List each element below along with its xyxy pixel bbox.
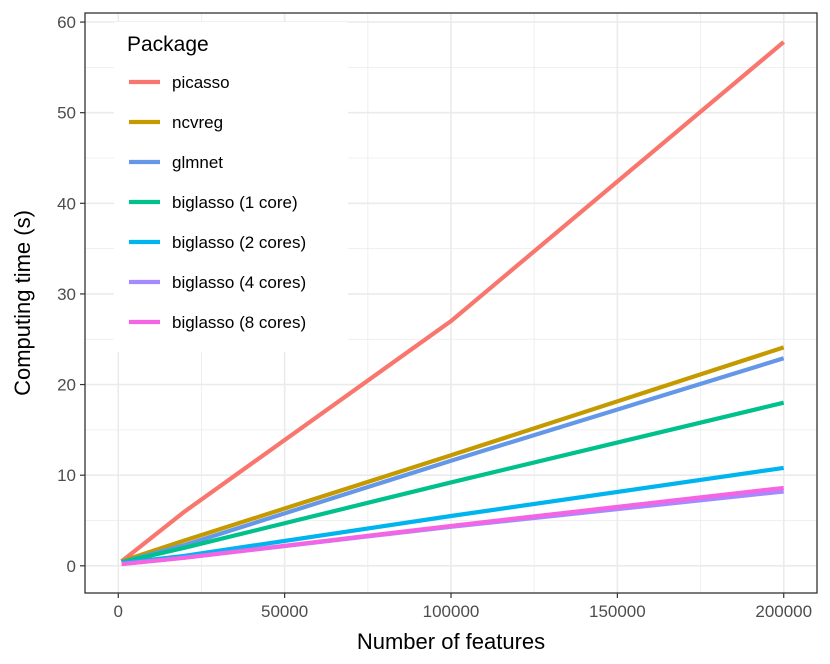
y-tick-label: 60 <box>57 13 76 32</box>
legend-label: biglasso (2 cores) <box>172 233 306 252</box>
legend-background <box>114 22 348 352</box>
legend-label: biglasso (8 cores) <box>172 313 306 332</box>
x-tick-label: 0 <box>114 602 123 621</box>
series-lines <box>120 40 786 567</box>
y-axis: 0 10 20 30 40 50 60 <box>57 13 85 576</box>
y-tick-label: 10 <box>57 466 76 485</box>
series-line <box>120 40 786 563</box>
x-axis-title: Number of features <box>357 629 545 654</box>
y-tick-label: 20 <box>57 376 76 395</box>
x-tick-label: 100000 <box>423 602 480 621</box>
x-tick-label: 150000 <box>589 602 646 621</box>
y-axis-title: Computing time (s) <box>10 210 35 396</box>
y-tick-label: 40 <box>57 194 76 213</box>
legend: Package picasso ncvreg glmnet biglasso (1 c… <box>114 22 348 352</box>
series-line <box>121 400 785 565</box>
legend-label: picasso <box>172 73 230 92</box>
x-tick-label: 200000 <box>755 602 812 621</box>
legend-label: glmnet <box>172 153 223 172</box>
legend-label: biglasso (4 cores) <box>172 273 306 292</box>
legend-title: Package <box>127 33 209 56</box>
x-axis: 0 50000 100000 150000 200000 <box>114 593 812 621</box>
y-tick-label: 50 <box>57 104 76 123</box>
series-line <box>120 345 785 564</box>
legend-label: biglasso (1 core) <box>172 193 298 212</box>
x-tick-label: 50000 <box>261 602 308 621</box>
legend-items: picasso ncvreg glmnet biglasso (1 core) bigl… <box>129 73 306 332</box>
series-line <box>121 485 784 567</box>
y-tick-label: 0 <box>67 557 76 576</box>
y-tick-label: 30 <box>57 285 76 304</box>
legend-label: ncvreg <box>172 113 223 132</box>
